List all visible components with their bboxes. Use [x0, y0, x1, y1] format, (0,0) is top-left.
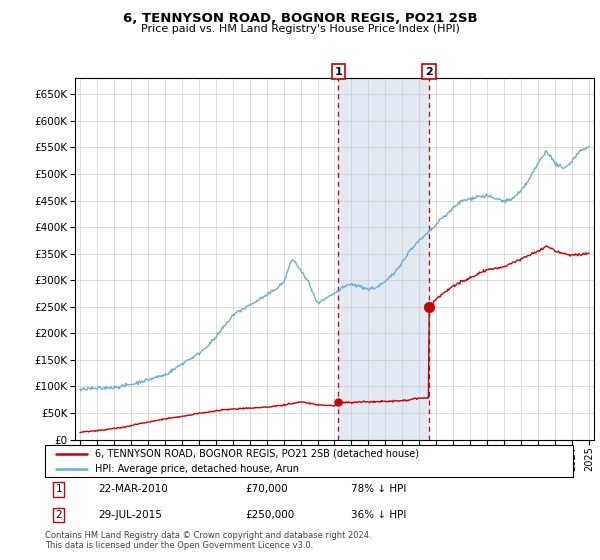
Text: 2: 2 [425, 67, 433, 77]
Text: 36% ↓ HPI: 36% ↓ HPI [351, 510, 407, 520]
Text: HPI: Average price, detached house, Arun: HPI: Average price, detached house, Arun [95, 464, 299, 474]
Text: 29-JUL-2015: 29-JUL-2015 [98, 510, 161, 520]
Text: £250,000: £250,000 [245, 510, 295, 520]
Text: 22-MAR-2010: 22-MAR-2010 [98, 484, 167, 494]
Text: 2: 2 [56, 510, 62, 520]
Text: Contains HM Land Registry data © Crown copyright and database right 2024.
This d: Contains HM Land Registry data © Crown c… [45, 531, 371, 550]
Text: 1: 1 [56, 484, 62, 494]
Text: 6, TENNYSON ROAD, BOGNOR REGIS, PO21 2SB (detached house): 6, TENNYSON ROAD, BOGNOR REGIS, PO21 2SB… [95, 449, 419, 459]
Text: £70,000: £70,000 [245, 484, 288, 494]
FancyBboxPatch shape [45, 445, 573, 477]
Text: 6, TENNYSON ROAD, BOGNOR REGIS, PO21 2SB: 6, TENNYSON ROAD, BOGNOR REGIS, PO21 2SB [122, 12, 478, 25]
Bar [338, 78, 429, 440]
Text: 1: 1 [334, 67, 342, 77]
Text: Price paid vs. HM Land Registry's House Price Index (HPI): Price paid vs. HM Land Registry's House … [140, 24, 460, 34]
Text: 78% ↓ HPI: 78% ↓ HPI [351, 484, 407, 494]
